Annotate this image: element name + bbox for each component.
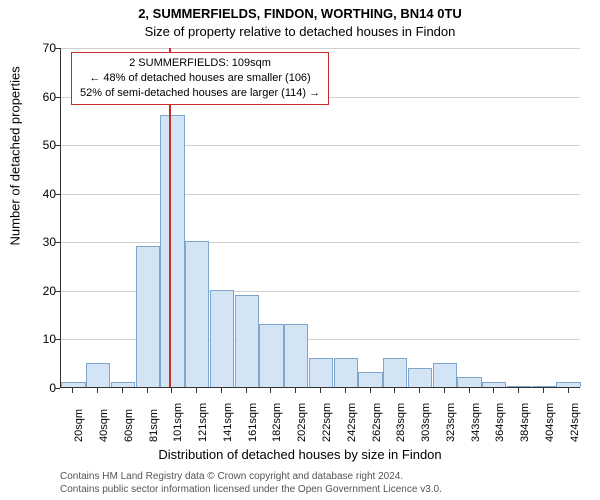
x-tick-label: 343sqm	[470, 403, 482, 442]
y-tick-mark	[55, 339, 60, 340]
y-tick-mark	[55, 291, 60, 292]
histogram-bar	[556, 382, 580, 387]
histogram-bar	[111, 382, 135, 387]
y-tick-label: 30	[16, 235, 56, 249]
histogram-bar	[408, 368, 432, 387]
x-tick-mark	[122, 388, 123, 393]
x-tick-label: 424sqm	[569, 403, 581, 442]
annotation-line: 2 SUMMERFIELDS: 109sqm	[80, 56, 320, 71]
histogram-bar	[61, 382, 85, 387]
x-tick-label: 121sqm	[197, 403, 209, 442]
y-tick-mark	[55, 242, 60, 243]
y-tick-label: 20	[16, 284, 56, 298]
y-tick-label: 40	[16, 187, 56, 201]
grid-line	[61, 48, 580, 49]
histogram-bar	[507, 386, 531, 387]
grid-line	[61, 242, 580, 243]
histogram-bar	[86, 363, 110, 387]
x-tick-mark	[97, 388, 98, 393]
histogram-bar	[433, 363, 457, 387]
x-tick-mark	[568, 388, 569, 393]
x-tick-mark	[221, 388, 222, 393]
x-tick-label: 262sqm	[371, 403, 383, 442]
chart-container: 2, SUMMERFIELDS, FINDON, WORTHING, BN14 …	[0, 0, 600, 500]
x-tick-mark	[370, 388, 371, 393]
annotation-line: ← 48% of detached houses are smaller (10…	[80, 71, 320, 86]
histogram-bar	[235, 295, 259, 387]
y-tick-label: 10	[16, 332, 56, 346]
histogram-bar	[210, 290, 234, 387]
x-tick-mark	[320, 388, 321, 393]
x-tick-label: 323sqm	[445, 403, 457, 442]
x-tick-mark	[394, 388, 395, 393]
x-tick-label: 182sqm	[271, 403, 283, 442]
y-tick-mark	[55, 145, 60, 146]
grid-line	[61, 145, 580, 146]
histogram-bar	[482, 382, 506, 387]
histogram-bar	[284, 324, 308, 387]
histogram-bar	[259, 324, 283, 387]
x-tick-label: 40sqm	[98, 409, 110, 442]
x-tick-label: 161sqm	[247, 403, 259, 442]
x-tick-mark	[295, 388, 296, 393]
y-tick-mark	[55, 48, 60, 49]
x-tick-label: 202sqm	[296, 403, 308, 442]
footer-copyright-2: Contains public sector information licen…	[60, 484, 442, 495]
histogram-bar	[160, 115, 184, 387]
chart-title-main: 2, SUMMERFIELDS, FINDON, WORTHING, BN14 …	[0, 6, 600, 21]
x-tick-label: 283sqm	[395, 403, 407, 442]
x-tick-label: 101sqm	[172, 403, 184, 442]
x-tick-label: 20sqm	[73, 409, 85, 442]
histogram-bar	[457, 377, 481, 387]
histogram-bar	[309, 358, 333, 387]
x-tick-mark	[196, 388, 197, 393]
grid-line	[61, 194, 580, 195]
y-tick-label: 0	[16, 381, 56, 395]
y-tick-label: 50	[16, 138, 56, 152]
x-tick-label: 242sqm	[346, 403, 358, 442]
annotation-line: 52% of semi-detached houses are larger (…	[80, 86, 320, 101]
x-tick-mark	[419, 388, 420, 393]
x-tick-label: 81sqm	[148, 409, 160, 442]
x-tick-label: 141sqm	[222, 403, 234, 442]
x-tick-mark	[469, 388, 470, 393]
x-tick-mark	[345, 388, 346, 393]
histogram-bar	[532, 386, 556, 387]
x-tick-mark	[444, 388, 445, 393]
x-tick-label: 364sqm	[494, 403, 506, 442]
x-tick-mark	[493, 388, 494, 393]
y-tick-mark	[55, 194, 60, 195]
x-tick-mark	[270, 388, 271, 393]
x-tick-mark	[147, 388, 148, 393]
chart-title-sub: Size of property relative to detached ho…	[0, 24, 600, 39]
plot-area: 2 SUMMERFIELDS: 109sqm← 48% of detached …	[60, 48, 580, 388]
footer-copyright-1: Contains HM Land Registry data © Crown c…	[60, 471, 403, 482]
x-tick-mark	[543, 388, 544, 393]
x-tick-mark	[72, 388, 73, 393]
x-tick-label: 404sqm	[544, 403, 556, 442]
x-tick-label: 222sqm	[321, 403, 333, 442]
x-tick-mark	[246, 388, 247, 393]
annotation-box: 2 SUMMERFIELDS: 109sqm← 48% of detached …	[71, 52, 329, 105]
y-tick-label: 60	[16, 90, 56, 104]
x-tick-label: 60sqm	[123, 409, 135, 442]
x-axis-label: Distribution of detached houses by size …	[0, 447, 600, 462]
y-tick-mark	[55, 97, 60, 98]
histogram-bar	[136, 246, 160, 387]
x-tick-label: 303sqm	[420, 403, 432, 442]
histogram-bar	[358, 372, 382, 387]
x-tick-mark	[518, 388, 519, 393]
histogram-bar	[334, 358, 358, 387]
y-tick-label: 70	[16, 41, 56, 55]
histogram-bar	[185, 241, 209, 387]
x-tick-mark	[171, 388, 172, 393]
histogram-bar	[383, 358, 407, 387]
x-tick-label: 384sqm	[519, 403, 531, 442]
y-tick-mark	[55, 388, 60, 389]
